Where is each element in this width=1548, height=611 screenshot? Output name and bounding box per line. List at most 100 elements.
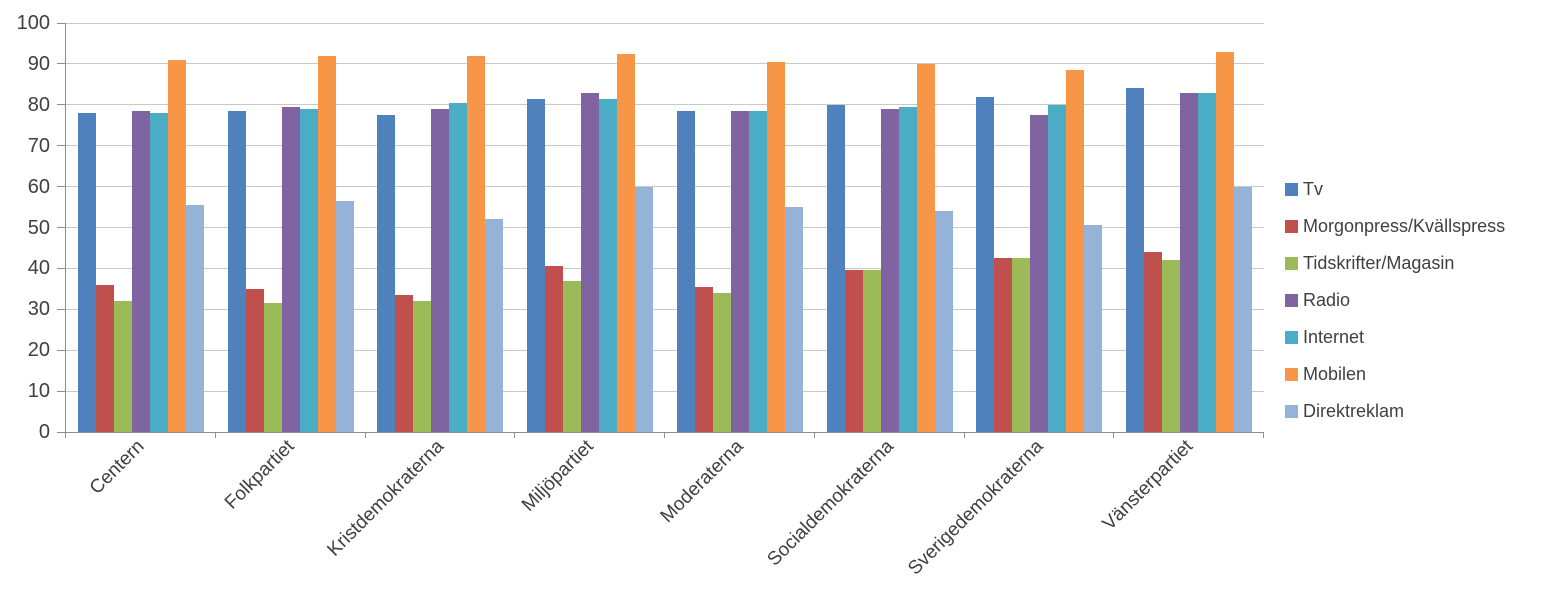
y-tick-80 (57, 104, 65, 106)
y-axis-label-50: 50 (27, 216, 50, 239)
y-axis-label-70: 70 (27, 134, 50, 157)
gridline-40 (66, 267, 1264, 269)
legend-item-radio: Radio (1285, 290, 1505, 311)
bar-direktreklam-miljöpartiet (635, 186, 654, 432)
gridline-50 (66, 227, 1264, 228)
bar-tv-vänsterpartiet (1126, 88, 1145, 432)
legend-label-mobilen: Mobilen (1303, 364, 1367, 384)
legend-swatch-direktreklam (1285, 405, 1298, 418)
bar-mobilen-moderaterna (766, 61, 785, 432)
bar-mobilen-folkpartiet (317, 55, 336, 432)
x-tick-6 (963, 433, 965, 438)
bar-direktreklam-kristdemokraterna (485, 219, 504, 432)
x-axis-label-miljöpartiet: Miljöpartiet (518, 436, 598, 516)
bar-direktreklam-moderaterna (784, 207, 803, 432)
bar-mobilen-sverigedemokraterna (1066, 70, 1085, 432)
bar-radio-centern (131, 110, 150, 432)
bar-mobilen-socialdemokraterna (916, 63, 935, 432)
y-tick-90 (57, 63, 65, 65)
bar-internet-kristdemokraterna (449, 102, 468, 432)
x-axis-label-centern: Centern (86, 436, 149, 499)
bar-morgonpress-kvällspress-kristdemokraterna (395, 295, 414, 432)
bar-tv-sverigedemokraterna (976, 96, 995, 432)
legend-swatch-radio (1285, 294, 1298, 307)
legend-swatch-tidskrifter-magasin (1285, 257, 1298, 270)
bar-radio-moderaterna (730, 110, 749, 432)
bar-mobilen-miljöpartiet (617, 53, 636, 432)
y-axis-label-20: 20 (27, 339, 50, 362)
legend-item-direktreklam: Direktreklam (1285, 401, 1505, 422)
bar-radio-folkpartiet (281, 106, 300, 432)
y-tick-70 (57, 145, 65, 147)
gridline-30 (66, 308, 1264, 310)
bar-internet-socialdemokraterna (898, 106, 917, 432)
bar-radio-vänsterpartiet (1180, 92, 1199, 432)
x-tick-1 (214, 433, 216, 438)
bar-tidskrifter-magasin-miljöpartiet (563, 280, 582, 432)
bar-direktreklam-vänsterpartiet (1234, 186, 1253, 432)
bar-tidskrifter-magasin-folkpartiet (263, 303, 282, 432)
x-axis-label-moderaterna: Moderaterna (656, 436, 748, 528)
y-axis-label-10: 10 (27, 380, 50, 403)
bar-group-vänsterpartiet (1114, 23, 1264, 432)
y-axis-label-90: 90 (27, 52, 50, 75)
bar-tidskrifter-magasin-moderaterna (712, 292, 731, 432)
legend-label-tidskrifter-magasin: Tidskrifter/Magasin (1303, 253, 1455, 273)
bar-tv-socialdemokraterna (826, 104, 845, 432)
x-tick-4 (664, 433, 665, 438)
bar-group-miljöpartiet (515, 23, 665, 432)
x-axis-label-socialdemokraterna: Socialdemokraterna (763, 436, 898, 571)
bar-tidskrifter-magasin-socialdemokraterna (862, 270, 881, 432)
bar-direktreklam-folkpartiet (335, 200, 354, 432)
legend-item-internet: Internet (1285, 327, 1505, 348)
legend-swatch-morgonpress-kvällspress (1285, 220, 1298, 233)
legend-swatch-internet (1285, 331, 1298, 344)
bar-group-socialdemokraterna (815, 23, 965, 432)
x-axis-label-sverigedemokraterna: Sverigedemokraterna (903, 436, 1048, 580)
bar-morgonpress-kvällspress-socialdemokraterna (844, 270, 863, 432)
gridline-90 (66, 63, 1264, 65)
x-axis-label-vänsterpartiet: Vänsterpartiet (1098, 436, 1197, 535)
y-tick-0 (57, 431, 65, 433)
y-axis-label-60: 60 (27, 175, 50, 198)
legend: Tv Morgonpress/Kvällspress Tidskrifter/Mag… (1285, 179, 1505, 422)
bar-internet-moderaterna (748, 110, 767, 432)
bar-morgonpress-kvällspress-vänsterpartiet (1144, 252, 1163, 432)
y-axis-label-30: 30 (27, 298, 50, 321)
legend-label-morgonpress-kvällspress: Morgonpress/Kvällspress (1303, 216, 1506, 236)
bar-group-kristdemokraterna (366, 23, 516, 432)
bar-morgonpress-kvällspress-miljöpartiet (545, 266, 564, 432)
bar-radio-socialdemokraterna (880, 108, 899, 432)
legend-label-internet: Internet (1303, 327, 1365, 347)
y-tick-100 (57, 22, 65, 24)
y-tick-20 (57, 349, 65, 351)
y-axis-label-100: 100 (16, 12, 50, 34)
y-tick-10 (57, 390, 65, 392)
y-tick-40 (57, 267, 65, 269)
bar-group-folkpartiet (216, 23, 366, 432)
bar-internet-miljöpartiet (599, 98, 618, 432)
x-tick-3 (514, 433, 516, 438)
legend-label-tv: Tv (1303, 179, 1323, 199)
x-tick-5 (813, 433, 815, 438)
bar-tv-centern (77, 112, 96, 432)
bar-internet-sverigedemokraterna (1048, 104, 1067, 432)
x-tick-0 (65, 433, 66, 438)
legend-swatch-mobilen (1285, 368, 1298, 381)
bar-group-sverigedemokraterna (965, 23, 1115, 432)
bar-direktreklam-socialdemokraterna (934, 211, 953, 432)
bar-internet-centern (149, 112, 168, 432)
bar-radio-kristdemokraterna (431, 108, 450, 432)
bar-morgonpress-kvällspress-sverigedemokraterna (994, 258, 1013, 432)
bar-tidskrifter-magasin-centern (113, 301, 132, 432)
bar-tv-folkpartiet (227, 110, 246, 432)
bar-radio-sverigedemokraterna (1030, 115, 1049, 432)
legend-item-tv: Tv (1285, 179, 1505, 200)
bar-radio-miljöpartiet (581, 92, 600, 432)
bar-direktreklam-centern (185, 205, 204, 432)
bar-direktreklam-sverigedemokraterna (1084, 225, 1103, 432)
gridline-80 (66, 104, 1264, 106)
gridline-10 (66, 390, 1264, 392)
bar-mobilen-vänsterpartiet (1216, 51, 1235, 432)
